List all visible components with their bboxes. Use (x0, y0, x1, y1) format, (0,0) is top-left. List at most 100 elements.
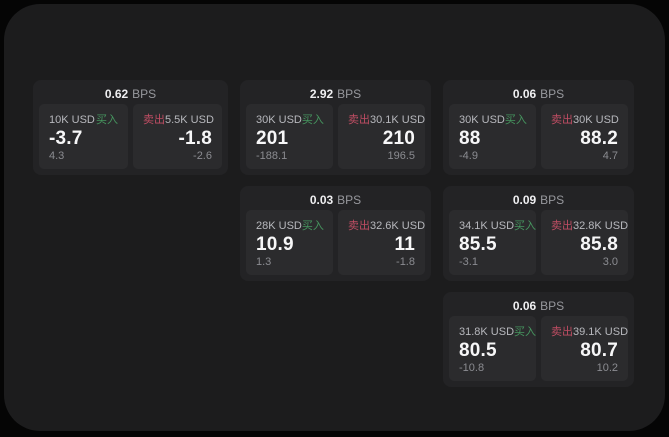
buy-cell[interactable]: 31.8K USD 买入 80.5 -10.8 (449, 316, 536, 381)
sell-sub-value: 10.2 (596, 362, 618, 374)
sell-sub-value: -2.6 (193, 150, 212, 162)
buy-sub-value: -10.8 (459, 362, 485, 374)
buy-sub-value: 4.3 (49, 150, 65, 162)
quote-card[interactable]: 2.92 BPS 30K USD 买入 201 -188.1 卖出 30.1K … (240, 80, 431, 175)
buy-cell-top: 30K USD 买入 (459, 111, 527, 127)
buy-amount: 30K USD (459, 114, 505, 126)
buy-side-label: 买入 (301, 114, 324, 126)
sell-sub-value: -1.8 (396, 256, 415, 268)
card-header: 0.06 BPS (449, 84, 628, 104)
buy-side-label: 买入 (96, 114, 118, 126)
sell-price: 88.2 (580, 128, 618, 149)
sell-price: 85.8 (580, 234, 618, 255)
bps-unit-label: BPS (132, 87, 157, 101)
sell-sub-value: 3.0 (602, 256, 618, 268)
buy-cell[interactable]: 30K USD 买入 201 -188.1 (246, 104, 333, 169)
buy-side-label: 买入 (514, 326, 537, 338)
buy-price: 201 (256, 128, 289, 149)
bps-unit-label: BPS (337, 193, 362, 207)
sell-cell-top: 卖出 5.5K USD (143, 111, 214, 127)
buy-side-label: 买入 (514, 220, 537, 232)
card-header: 0.62 BPS (39, 84, 222, 104)
quote-cells: 10K USD 买入 -3.7 4.3 卖出 5.5K USD -1.8 -2.… (39, 104, 222, 169)
buy-amount: 34.1K USD (459, 220, 515, 232)
sell-cell-top: 卖出 30K USD (551, 111, 619, 127)
sell-cell[interactable]: 卖出 30K USD 88.2 4.7 (541, 104, 628, 169)
quote-card[interactable]: 0.09 BPS 34.1K USD 买入 85.5 -3.1 卖出 32.8K… (443, 186, 634, 281)
buy-cell[interactable]: 28K USD 买入 10.9 1.3 (246, 210, 333, 275)
sell-price: 210 (382, 128, 415, 149)
buy-sub-value: -4.9 (459, 150, 478, 162)
buy-cell-top: 31.8K USD 买入 (459, 323, 536, 339)
bps-value: 0.06 (512, 87, 537, 101)
buy-cell[interactable]: 30K USD 买入 88 -4.9 (449, 104, 536, 169)
sell-amount: 32.6K USD (370, 220, 426, 232)
sell-amount: 32.8K USD (573, 220, 629, 232)
quote-card[interactable]: 0.62 BPS 10K USD 买入 -3.7 4.3 卖出 5.5K USD… (33, 80, 228, 175)
buy-sub-value: 1.3 (256, 256, 272, 268)
trading-panel: 0.62 BPS 10K USD 买入 -3.7 4.3 卖出 5.5K USD… (4, 4, 665, 431)
bps-value: 0.09 (512, 193, 537, 207)
bps-value: 2.92 (309, 87, 334, 101)
buy-price: 80.5 (459, 340, 497, 361)
sell-amount: 5.5K USD (165, 114, 214, 126)
quote-card[interactable]: 0.06 BPS 31.8K USD 买入 80.5 -10.8 卖出 39.1… (443, 292, 634, 387)
sell-cell[interactable]: 卖出 32.8K USD 85.8 3.0 (541, 210, 628, 275)
quote-cards-grid: 0.62 BPS 10K USD 买入 -3.7 4.3 卖出 5.5K USD… (33, 80, 634, 387)
sell-amount: 30.1K USD (370, 114, 426, 126)
sell-price: -1.8 (178, 128, 212, 149)
bps-value: 0.06 (512, 299, 537, 313)
sell-cell[interactable]: 卖出 39.1K USD 80.7 10.2 (541, 316, 628, 381)
buy-amount: 28K USD (256, 220, 302, 232)
buy-sub-value: -188.1 (256, 150, 288, 162)
buy-cell-top: 30K USD 买入 (256, 111, 324, 127)
buy-amount: 31.8K USD (459, 326, 515, 338)
buy-price: 88 (459, 128, 481, 149)
bps-value: 0.03 (309, 193, 334, 207)
sell-side-label: 卖出 (551, 114, 573, 126)
sell-side-label: 卖出 (143, 114, 165, 126)
buy-price: 10.9 (256, 234, 294, 255)
sell-side-label: 卖出 (348, 220, 370, 232)
sell-cell-top: 卖出 32.8K USD (551, 217, 628, 233)
sell-cell-top: 卖出 39.1K USD (551, 323, 628, 339)
bps-unit-label: BPS (337, 87, 362, 101)
sell-price: 80.7 (580, 340, 618, 361)
quote-cells: 30K USD 买入 201 -188.1 卖出 30.1K USD 210 1… (246, 104, 425, 169)
quote-card[interactable]: 0.03 BPS 28K USD 买入 10.9 1.3 卖出 32.6K US… (240, 186, 431, 281)
sell-side-label: 卖出 (348, 114, 370, 126)
sell-price: 11 (394, 234, 415, 255)
quote-card[interactable]: 0.06 BPS 30K USD 买入 88 -4.9 卖出 30K USD 8… (443, 80, 634, 175)
quote-cells: 28K USD 买入 10.9 1.3 卖出 32.6K USD 11 -1.8 (246, 210, 425, 275)
sell-cell[interactable]: 卖出 30.1K USD 210 196.5 (338, 104, 425, 169)
sell-amount: 30K USD (573, 114, 619, 126)
quote-cells: 30K USD 买入 88 -4.9 卖出 30K USD 88.2 4.7 (449, 104, 628, 169)
buy-cell-top: 28K USD 买入 (256, 217, 324, 233)
card-header: 2.92 BPS (246, 84, 425, 104)
quote-cells: 34.1K USD 买入 85.5 -3.1 卖出 32.8K USD 85.8… (449, 210, 628, 275)
sell-cell[interactable]: 卖出 32.6K USD 11 -1.8 (338, 210, 425, 275)
buy-cell-top: 10K USD 买入 (49, 111, 118, 127)
sell-amount: 39.1K USD (573, 326, 629, 338)
sell-sub-value: 4.7 (602, 150, 618, 162)
bps-unit-label: BPS (540, 87, 565, 101)
bps-unit-label: BPS (540, 193, 565, 207)
sell-sub-value: 196.5 (387, 150, 415, 162)
buy-side-label: 买入 (504, 114, 527, 126)
sell-side-label: 卖出 (551, 326, 573, 338)
bps-value: 0.62 (104, 87, 129, 101)
sell-cell[interactable]: 卖出 5.5K USD -1.8 -2.6 (133, 104, 222, 169)
card-header: 0.09 BPS (449, 190, 628, 210)
buy-amount: 10K USD (49, 114, 95, 126)
buy-cell[interactable]: 10K USD 买入 -3.7 4.3 (39, 104, 128, 169)
sell-side-label: 卖出 (551, 220, 573, 232)
buy-amount: 30K USD (256, 114, 302, 126)
bps-unit-label: BPS (540, 299, 565, 313)
sell-cell-top: 卖出 30.1K USD (348, 111, 425, 127)
buy-side-label: 买入 (301, 220, 324, 232)
buy-price: 85.5 (459, 234, 497, 255)
buy-price: -3.7 (49, 128, 83, 149)
buy-cell[interactable]: 34.1K USD 买入 85.5 -3.1 (449, 210, 536, 275)
card-header: 0.03 BPS (246, 190, 425, 210)
quote-cells: 31.8K USD 买入 80.5 -10.8 卖出 39.1K USD 80.… (449, 316, 628, 381)
